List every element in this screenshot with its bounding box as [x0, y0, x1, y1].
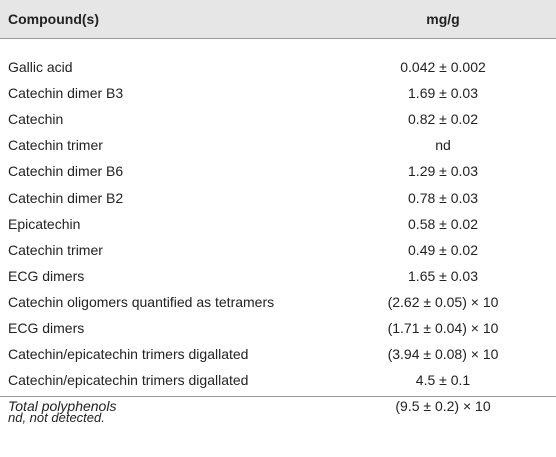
table-rule — [0, 396, 556, 397]
table-cell: Catechin dimer B6 — [8, 163, 124, 180]
table-cell: Catechin/epicatechin trimers digallated — [8, 372, 249, 389]
table-cell: nd — [435, 137, 451, 154]
table-cell: Gallic acid — [8, 59, 73, 75]
table-cell: 1.29 ± 0.03 — [408, 163, 478, 180]
table-cell: ECG dimers — [8, 267, 85, 284]
footnote: nd, not detected. — [8, 410, 105, 425]
table-header — [0, 0, 556, 39]
table-cell: Catechin dimer B2 — [8, 189, 124, 206]
table-cell: 4.5 ± 0.1 — [415, 372, 471, 389]
table-cell: 1.69 ± 0.03 — [408, 85, 478, 102]
table-cell: Catechin dimer B3 — [8, 85, 124, 102]
table-cell: (3.94 ± 0.08) × 10 — [387, 346, 499, 363]
table-cell: Total polyphenols — [8, 398, 117, 415]
table-cell: ECG dimers — [8, 320, 85, 336]
table-cell: 0.82 ± 0.02 — [408, 111, 478, 128]
header-cell: Compound(s) — [8, 11, 99, 27]
table-cell: Catechin oligomers quantified as tetrame… — [8, 293, 275, 310]
table-cell: (9.5 ± 0.2) × 10 — [395, 398, 491, 415]
table-cell: Catechin trimer — [8, 241, 103, 258]
header-cell: mg/g — [426, 11, 460, 27]
table-cell: (2.62 ± 0.05) × 10 — [387, 293, 499, 310]
table-cell: Epicatechin — [8, 215, 81, 232]
table-cell: (1.71 ± 0.04) × 10 — [387, 320, 499, 336]
table-cell: 0.58 ± 0.02 — [408, 215, 478, 232]
table-cell: Catechin — [8, 111, 64, 128]
table-cell: 0.49 ± 0.02 — [408, 241, 478, 258]
table-cell: Catechin trimer — [8, 137, 103, 154]
table-cell: 1.65 ± 0.03 — [408, 267, 478, 284]
table-cell: Catechin/epicatechin trimers digallated — [8, 346, 249, 363]
table-cell: 0.78 ± 0.03 — [408, 189, 478, 206]
table-cell: 0.042 ± 0.002 — [400, 59, 486, 75]
